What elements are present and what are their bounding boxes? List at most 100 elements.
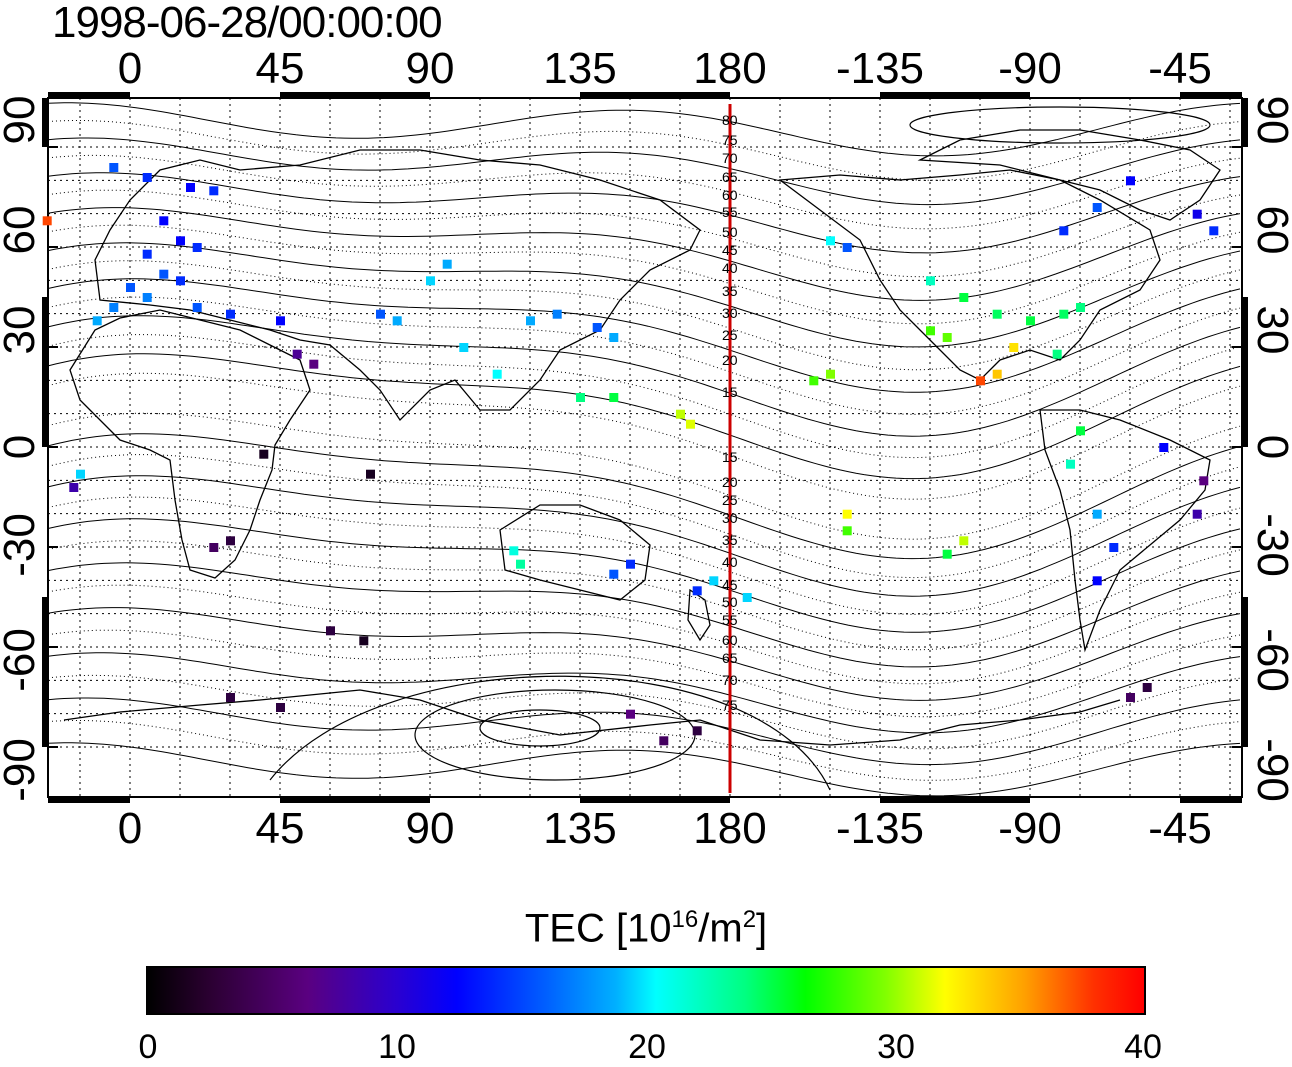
bottom-ribbon-2 (580, 798, 730, 803)
tec-cell (226, 693, 235, 702)
lat-label-right: 60 (1248, 206, 1292, 255)
lat-label-right: -90 (1248, 738, 1292, 802)
lat-label-left: 90 (0, 96, 44, 145)
tec-cell (1126, 693, 1135, 702)
colorbar-title: TEC [1016/m2] (524, 906, 768, 951)
dip-contour (47, 518, 1241, 633)
tec-cell (109, 163, 119, 172)
dip-contour (47, 260, 1241, 371)
top-ribbon-4 (1180, 92, 1242, 97)
tec-cell (942, 549, 952, 559)
tec-cell (1092, 576, 1102, 586)
tec-cell (609, 393, 619, 402)
dip-label: 30 (722, 510, 738, 526)
dip-label: 60 (722, 187, 738, 203)
right-ribbon-1 (1243, 297, 1248, 447)
dip-contour (47, 475, 1241, 597)
dip-label: 35 (722, 283, 738, 299)
tec-cell (192, 243, 202, 252)
tec-cell (826, 236, 835, 246)
dip-label: 45 (722, 577, 738, 593)
lat-label-left: 30 (0, 306, 44, 355)
lon-label-bottom: 135 (543, 804, 616, 853)
lon-label-top: 45 (256, 44, 305, 93)
tec-cell (609, 569, 619, 579)
dip-contour (47, 154, 1241, 230)
tec-cell (1052, 349, 1062, 359)
dip-contour (47, 120, 1241, 181)
tec-cell (959, 293, 969, 302)
dip-label: 65 (722, 650, 738, 666)
tec-cell (926, 326, 935, 336)
tec-cell (109, 303, 119, 312)
dip-contour (47, 607, 1241, 701)
tec-cell (692, 726, 702, 736)
tec-cell (176, 236, 185, 246)
dip-label: 15 (722, 384, 738, 400)
dip-contour (47, 720, 1241, 781)
tec-cell (842, 509, 852, 519)
tec-cell (1092, 203, 1102, 212)
dip-contour (47, 278, 1241, 393)
tec-cell (1142, 683, 1152, 692)
dip-label: 70 (722, 150, 738, 166)
tec-cell (676, 409, 685, 419)
left-ribbon-0 (42, 98, 47, 147)
tec-cell (626, 559, 635, 569)
lon-label-bottom: 45 (256, 804, 305, 853)
lat-label-left: 0 (0, 435, 44, 459)
coastline-5 (917, 129, 1221, 221)
dip-label: 45 (722, 242, 738, 258)
tec-cell (992, 369, 1002, 379)
tec-data-cells (42, 163, 1219, 746)
dip-contour (47, 454, 1241, 579)
tec-cell (186, 183, 195, 192)
tec-cell (1076, 426, 1085, 436)
left-ribbon-2 (42, 597, 47, 747)
tec-cell (659, 736, 669, 746)
dip-label: 50 (722, 224, 738, 240)
lon-label-bottom: -45 (1148, 804, 1212, 853)
lon-label-top: 180 (693, 44, 766, 93)
tec-cell (159, 216, 169, 226)
dip-label: 20 (722, 474, 738, 490)
tec-cell (1026, 316, 1035, 326)
tec-cell (42, 216, 52, 226)
lon-label-top: -90 (998, 44, 1062, 93)
dip-label: 35 (722, 532, 738, 548)
tec-cell (609, 333, 619, 342)
lat-label-left: -30 (0, 513, 44, 577)
coastlines (63, 129, 1221, 746)
coastline-0 (69, 309, 311, 579)
tec-cell (192, 303, 202, 312)
dip-label: 65 (722, 169, 738, 185)
tec-cell (1059, 309, 1069, 319)
lat-label-right: 30 (1248, 306, 1292, 355)
dip-contour (47, 207, 1241, 301)
tec-cell (1066, 459, 1075, 469)
top-ribbon-2 (580, 92, 730, 97)
tec-cell (326, 626, 335, 636)
tec-cell (142, 293, 152, 302)
tec-cell (1126, 176, 1135, 186)
tec-cell (552, 309, 562, 319)
tec-cell (226, 536, 235, 546)
colorbar-tick-label: 40 (1124, 1028, 1162, 1066)
lon-label-top: 90 (406, 44, 455, 93)
tec-cell (92, 316, 102, 326)
colorbar-tick-label: 10 (378, 1028, 416, 1066)
bottom-ribbon-1 (280, 798, 430, 803)
dip-contour (47, 315, 1241, 437)
tec-cell (742, 593, 752, 602)
south-pole-arc (269, 675, 831, 791)
south-pole-ellipse-inner (479, 709, 601, 747)
colorbar (146, 966, 1146, 1015)
tec-cell (692, 586, 702, 596)
tec-cell (842, 243, 852, 252)
reference-meridian: 8075706560555045403530252015152025303540… (722, 104, 738, 793)
lon-label-bottom: 90 (406, 804, 455, 853)
tec-cell (592, 323, 602, 332)
dip-label: 55 (722, 612, 738, 628)
tec-cell (176, 276, 185, 286)
tec-cell (209, 543, 219, 552)
